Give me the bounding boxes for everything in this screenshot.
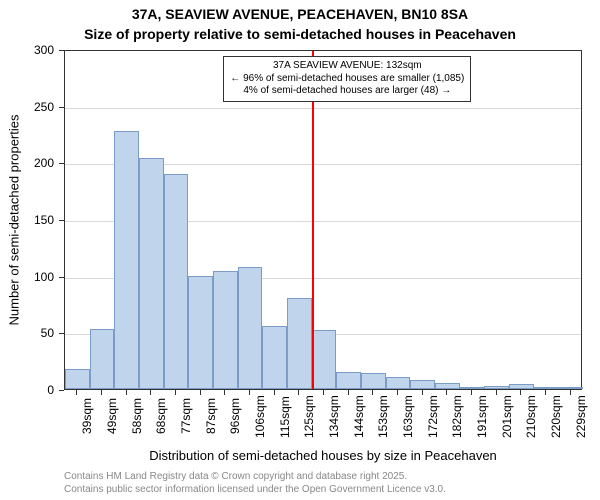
histogram-bar: [262, 326, 287, 389]
histogram-bar: [410, 380, 435, 389]
y-tick-label: 0: [0, 383, 54, 397]
annotation-line3: 4% of semi-detached houses are larger (4…: [230, 85, 464, 98]
x-tick-mark: [200, 390, 201, 395]
histogram-bar: [164, 174, 189, 389]
x-tick-label: 153sqm: [376, 398, 390, 438]
histogram-bar: [114, 131, 139, 389]
x-tick-mark: [249, 390, 250, 395]
x-tick-mark: [422, 390, 423, 395]
x-tick-label: 210sqm: [524, 398, 538, 438]
x-tick-label: 87sqm: [204, 398, 218, 438]
x-tick-mark: [446, 390, 447, 395]
y-tick-mark: [59, 50, 64, 51]
footer-line2: Contains public sector information licen…: [64, 483, 446, 496]
y-tick-label: 50: [0, 326, 54, 340]
y-tick-label: 250: [0, 100, 54, 114]
x-tick-label: 163sqm: [401, 398, 415, 438]
x-tick-mark: [545, 390, 546, 395]
histogram-bar: [188, 276, 213, 389]
y-tick-mark: [59, 333, 64, 334]
histogram-bar: [484, 386, 509, 389]
histogram-bar: [213, 271, 238, 389]
y-tick-mark: [59, 277, 64, 278]
x-tick-mark: [348, 390, 349, 395]
x-tick-mark: [101, 390, 102, 395]
x-tick-label: 220sqm: [549, 398, 563, 438]
x-tick-mark: [76, 390, 77, 395]
x-tick-label: 77sqm: [179, 398, 193, 438]
y-tick-mark: [59, 390, 64, 391]
histogram-bar: [386, 377, 411, 389]
histogram-bar: [460, 387, 485, 389]
x-tick-label: 182sqm: [450, 398, 464, 438]
x-tick-mark: [274, 390, 275, 395]
x-tick-label: 39sqm: [80, 398, 94, 438]
x-tick-label: 201sqm: [500, 398, 514, 438]
x-tick-label: 172sqm: [426, 398, 440, 438]
x-tick-label: 96sqm: [228, 398, 242, 438]
histogram-bar: [139, 158, 164, 389]
reference-line: [312, 51, 314, 389]
histogram-bar: [312, 330, 337, 389]
annotation-box: 37A SEAVIEW AVENUE: 132sqm← 96% of semi-…: [223, 56, 471, 102]
x-tick-mark: [175, 390, 176, 395]
histogram-bar: [287, 298, 312, 389]
histogram-bar: [90, 329, 115, 389]
y-tick-label: 150: [0, 213, 54, 227]
grid-line: [65, 108, 581, 109]
histogram-bar: [361, 373, 386, 389]
annotation-line2: ← 96% of semi-detached houses are smalle…: [230, 73, 464, 86]
y-tick-mark: [59, 163, 64, 164]
x-tick-label: 134sqm: [327, 398, 341, 438]
annotation-line1: 37A SEAVIEW AVENUE: 132sqm: [230, 60, 464, 73]
y-tick-mark: [59, 220, 64, 221]
x-tick-label: 115sqm: [278, 398, 292, 438]
y-tick-label: 300: [0, 43, 54, 57]
x-tick-mark: [150, 390, 151, 395]
y-tick-label: 100: [0, 270, 54, 284]
x-axis-title: Distribution of semi-detached houses by …: [64, 448, 582, 463]
footer-attribution: Contains HM Land Registry data © Crown c…: [64, 470, 446, 496]
x-tick-mark: [570, 390, 571, 395]
property-size-histogram: 37A, SEAVIEW AVENUE, PEACEHAVEN, BN10 8S…: [0, 0, 600, 500]
histogram-bar: [435, 383, 460, 389]
x-tick-label: 106sqm: [253, 398, 267, 438]
histogram-bar: [558, 387, 583, 389]
plot-area: 37A SEAVIEW AVENUE: 132sqm← 96% of semi-…: [64, 50, 582, 390]
x-tick-mark: [372, 390, 373, 395]
x-tick-mark: [520, 390, 521, 395]
x-tick-mark: [397, 390, 398, 395]
x-tick-label: 125sqm: [302, 398, 316, 438]
x-tick-mark: [224, 390, 225, 395]
x-tick-label: 191sqm: [475, 398, 489, 438]
y-tick-mark: [59, 107, 64, 108]
histogram-bar: [534, 387, 559, 389]
x-tick-mark: [298, 390, 299, 395]
histogram-bar: [509, 384, 534, 389]
histogram-bar: [238, 267, 263, 389]
x-tick-label: 49sqm: [105, 398, 119, 438]
x-tick-label: 58sqm: [130, 398, 144, 438]
x-tick-label: 144sqm: [352, 398, 366, 438]
x-tick-label: 68sqm: [154, 398, 168, 438]
x-tick-label: 229sqm: [574, 398, 588, 438]
x-tick-mark: [471, 390, 472, 395]
footer-line1: Contains HM Land Registry data © Crown c…: [64, 470, 446, 483]
x-tick-mark: [496, 390, 497, 395]
chart-title-line2: Size of property relative to semi-detach…: [0, 26, 600, 42]
y-tick-label: 200: [0, 156, 54, 170]
chart-title-line1: 37A, SEAVIEW AVENUE, PEACEHAVEN, BN10 8S…: [0, 6, 600, 22]
histogram-bar: [65, 369, 90, 389]
x-tick-mark: [126, 390, 127, 395]
x-tick-mark: [323, 390, 324, 395]
histogram-bar: [336, 372, 361, 389]
